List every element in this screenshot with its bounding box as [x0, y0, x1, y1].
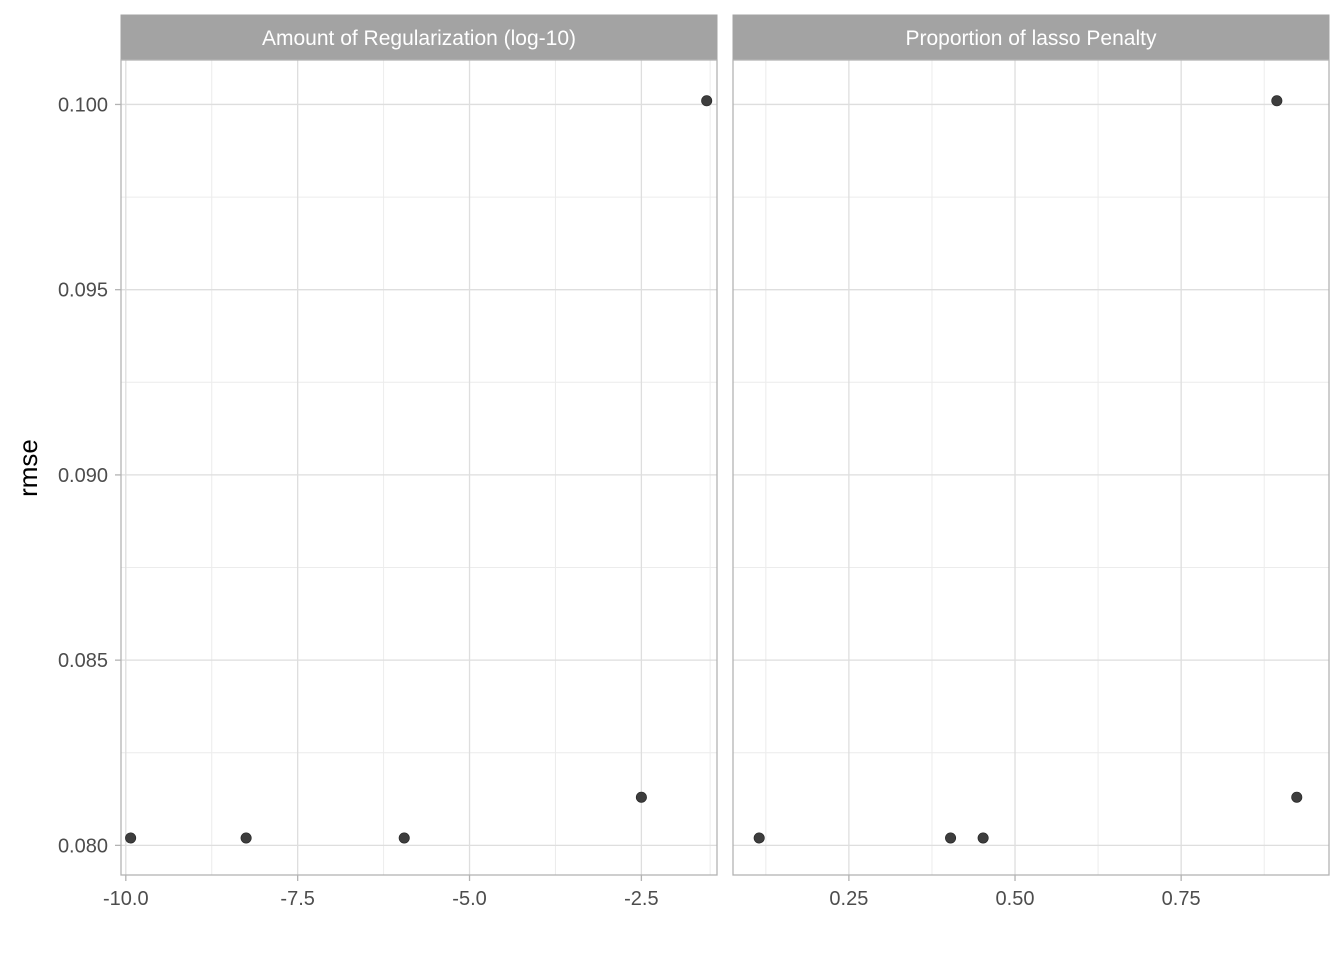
y-tick-label: 0.100 — [58, 94, 108, 116]
data-point — [240, 832, 252, 844]
y-tick-label: 0.085 — [58, 650, 108, 672]
data-point — [945, 832, 957, 844]
y-tick-label: 0.090 — [58, 465, 108, 487]
x-tick-label: 0.50 — [996, 888, 1035, 910]
facet-strip-label: Amount of Regularization (log-10) — [262, 27, 576, 50]
data-point — [125, 832, 137, 844]
facet-panel: Proportion of lasso Penalty 0.25 0.50 0.75 — [732, 14, 1330, 910]
panel-border — [120, 59, 718, 876]
x-tick-label: 0.25 — [829, 888, 868, 910]
panel-border — [732, 59, 1330, 876]
facet-strip — [120, 14, 718, 61]
facet-panel: Amount of Regularization (log-10) -10.0 -7… — [58, 14, 718, 910]
data-point — [977, 832, 989, 844]
data-point — [398, 832, 410, 844]
facet-strip-label: Proportion of lasso Penalty — [906, 27, 1157, 50]
y-axis-title: rmse — [13, 439, 43, 497]
data-point — [1291, 791, 1303, 803]
y-tick-label: 0.095 — [58, 280, 108, 302]
data-point — [753, 832, 765, 844]
data-point — [635, 791, 647, 803]
x-tick-label: -7.5 — [280, 888, 314, 910]
data-point — [1271, 95, 1283, 107]
data-point — [701, 95, 713, 107]
panel-background — [733, 60, 1329, 875]
x-tick-label: -5.0 — [452, 888, 486, 910]
x-tick-label: -10.0 — [103, 888, 149, 910]
x-tick-label: 0.75 — [1162, 888, 1201, 910]
y-tick-label: 0.080 — [58, 835, 108, 857]
x-tick-label: -2.5 — [624, 888, 658, 910]
panel-background — [121, 60, 717, 875]
